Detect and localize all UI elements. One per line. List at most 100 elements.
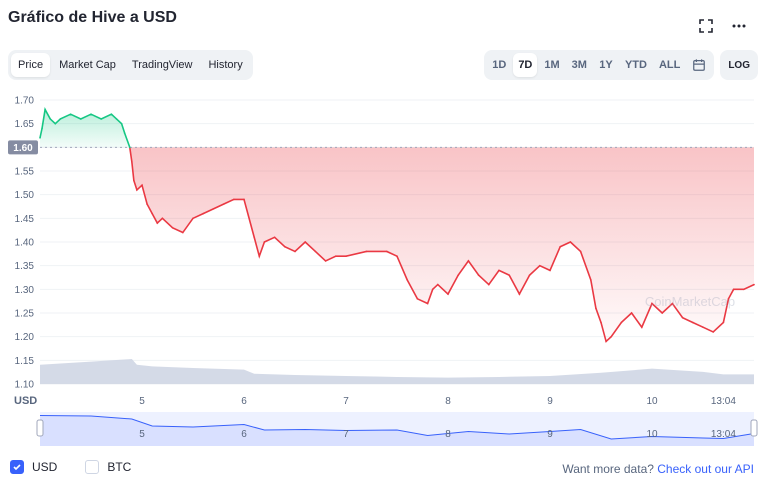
btc-check-box [85,460,100,474]
x-tick-label: 5 [139,396,145,407]
currency-usd-checkbox[interactable]: USD [10,460,57,474]
tab-tradingview[interactable]: TradingView [131,59,193,71]
calendar-button[interactable] [687,53,711,77]
price-point [630,312,633,314]
price-point [294,250,296,253]
price-point [498,269,500,272]
navigator-tick-label: 9 [547,429,553,440]
price-point [202,212,204,215]
price-point [702,326,704,328]
watermark: CoinMarketCap [645,294,735,309]
navigator-handle-right[interactable] [750,419,758,437]
price-point [133,179,135,182]
price-point [131,160,133,163]
reference-label: 1.60 [13,143,33,154]
y-tick-label: 1.50 [15,190,35,201]
price-point [324,260,327,262]
navigator-tick-label: 6 [241,429,247,440]
price-point [314,250,317,253]
api-note-text: Want more data? [562,462,654,476]
price-point [49,118,51,120]
navigator-tick-label: 8 [445,429,451,440]
log-scale-button[interactable]: LOG [720,50,758,80]
above-reference-area [40,109,754,148]
chart-type-tabs: Price Market Cap TradingView History [8,50,253,80]
price-point [110,113,113,115]
price-point [600,321,602,324]
price-point [80,118,82,120]
price-point [192,217,194,220]
price-point [712,331,714,333]
price-point [128,146,131,149]
y-tick-label: 1.10 [15,380,35,391]
y-tick-label: 1.20 [15,332,35,343]
price-point [182,231,184,234]
range-1m[interactable]: 1M [544,59,560,71]
price-point [406,279,409,281]
range-3m[interactable]: 3M [571,59,587,71]
price-point [508,274,511,276]
price-point [304,241,307,243]
price-point [335,255,337,257]
price-point [123,132,126,134]
price-point [722,321,725,324]
price-point [141,184,143,186]
price-point [365,250,368,253]
price-point [539,264,541,267]
price-point [115,118,118,120]
range-1y[interactable]: 1Y [599,59,613,71]
price-point [579,250,582,253]
price-point [661,312,663,314]
y-tick-label: 1.30 [15,285,35,296]
price-point [447,293,449,295]
price-chart: 1.10 1.15 1.20 1.25 1.30 1.35 1.40 1.45 1.50 1.55… [8,96,758,446]
tab-market-cap[interactable]: Market Cap [59,59,116,71]
api-promo: Want more data? Check out our API [562,462,754,476]
range-7d[interactable]: 7D [513,53,538,77]
navigator-tick-label: 7 [343,429,349,440]
y-tick-label: 1.70 [15,96,35,107]
more-icon [732,24,746,28]
range-ytd[interactable]: YTD [624,59,647,71]
price-point [59,118,62,120]
tab-history[interactable]: History [208,59,243,71]
price-point [151,212,153,215]
price-point [396,255,398,257]
range-selector: 1D 7D 1M 3M 1Y YTD ALL [484,50,715,80]
currency-btc-checkbox[interactable]: BTC [85,460,131,474]
price-point [273,236,276,239]
price-point [605,340,607,343]
x-tick-label: 13:04 [711,396,736,407]
price-point [386,250,388,253]
usd-check-box [10,460,24,474]
price-point [477,274,480,276]
api-link[interactable]: Check out our API [657,462,754,476]
fullscreen-icon [699,19,713,33]
price-point [753,283,755,286]
price-line-up [39,107,131,148]
price-point [528,274,531,276]
price-point [100,118,102,120]
price-point [457,274,460,276]
navigator-line [39,415,755,440]
price-point [416,298,419,300]
price-point [549,269,551,272]
tab-price[interactable]: Price [11,53,51,77]
navigator-tick-label: 13:04 [711,429,736,440]
price-point [431,288,434,291]
price-point [120,122,123,125]
price-point [518,293,521,295]
currency-legend: USD BTC [10,460,149,474]
x-tick-label: 8 [445,396,451,407]
fullscreen-button[interactable] [694,14,718,38]
price-point [559,245,561,248]
price-point [156,222,159,224]
more-options-button[interactable] [727,14,751,38]
calendar-icon [693,59,706,71]
price-point [253,236,255,239]
price-point [161,217,164,220]
price-point [90,113,92,115]
navigator-handle-left[interactable] [36,419,44,437]
range-1d[interactable]: 1D [492,59,507,71]
range-all[interactable]: ALL [658,59,681,71]
